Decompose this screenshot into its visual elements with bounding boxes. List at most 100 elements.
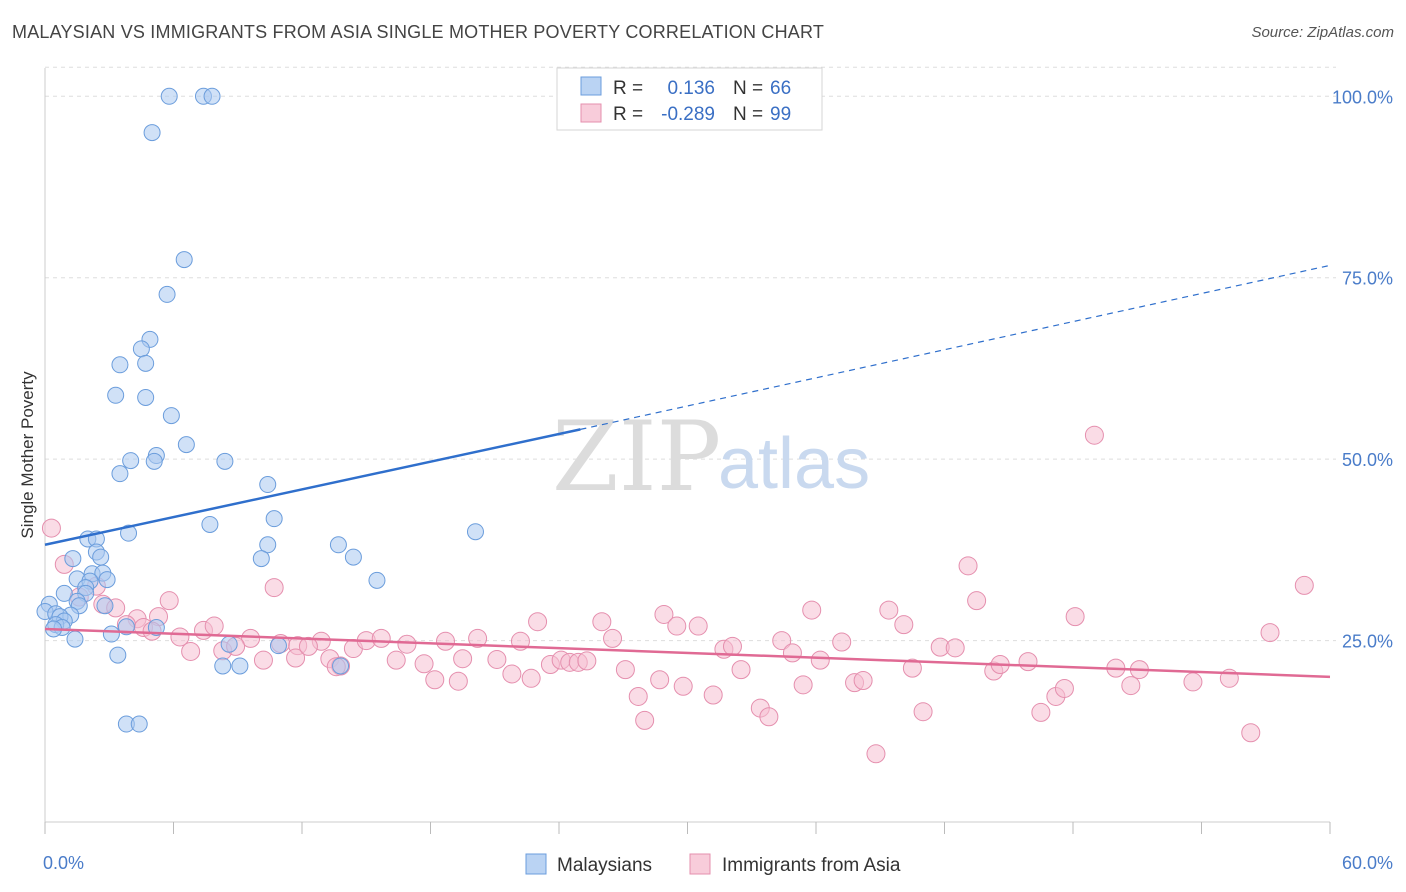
watermark-atlas: atlas xyxy=(718,424,870,504)
y-tick-label: 25.0% xyxy=(1342,632,1393,652)
data-point-immigrants xyxy=(386,650,406,670)
data-point-immigrants xyxy=(1121,676,1141,696)
legend-n-value-2: 99 xyxy=(770,104,791,125)
data-point-immigrants xyxy=(181,641,201,661)
data-point-immigrants xyxy=(603,628,623,648)
data-point-immigrants xyxy=(688,616,708,636)
legend-r-label-1: R = xyxy=(613,78,643,99)
series-legend-label-immigrants: Immigrants from Asia xyxy=(722,855,901,876)
data-point-malaysians xyxy=(111,465,129,483)
legend-n-label-1: N = xyxy=(733,78,763,99)
data-point-immigrants xyxy=(1260,623,1280,643)
trend-lines xyxy=(44,264,1331,679)
data-point-malaysians xyxy=(109,646,127,664)
data-point-malaysians xyxy=(332,657,350,675)
data-point-immigrants xyxy=(650,670,670,690)
data-point-immigrants xyxy=(298,636,318,656)
data-point-immigrants xyxy=(667,616,687,636)
data-point-malaysians xyxy=(92,548,110,566)
data-point-malaysians xyxy=(220,635,238,653)
series-immigrants-from-asia xyxy=(41,425,1314,764)
data-point-immigrants xyxy=(810,650,830,670)
data-point-immigrants xyxy=(722,636,742,656)
data-point-malaysians xyxy=(98,571,116,589)
data-point-immigrants xyxy=(958,556,978,576)
data-point-malaysians xyxy=(102,625,120,643)
data-point-immigrants xyxy=(793,675,813,695)
y-axis-label: Single Mother Poverty xyxy=(18,371,37,539)
data-point-immigrants xyxy=(241,628,261,648)
data-point-immigrants xyxy=(286,648,306,668)
trend-line-immigrants xyxy=(44,627,1331,679)
x-tick-label: 0.0% xyxy=(43,853,84,873)
data-point-immigrants xyxy=(1294,575,1314,595)
data-point-malaysians xyxy=(259,536,277,554)
data-point-immigrants xyxy=(253,650,273,670)
series-legend-label-malaysians: Malaysians xyxy=(557,855,652,876)
y-tick-label: 75.0% xyxy=(1342,269,1393,289)
data-point-immigrants xyxy=(487,649,507,669)
data-point-malaysians xyxy=(329,536,347,554)
x-tick-labels: 0.0% 60.0% xyxy=(43,853,1393,873)
data-point-malaysians xyxy=(122,452,140,470)
data-point-immigrants xyxy=(945,638,965,658)
data-point-immigrants xyxy=(468,628,488,648)
data-point-immigrants xyxy=(1054,678,1074,698)
legend-n-label-2: N = xyxy=(733,104,763,125)
data-point-malaysians xyxy=(137,388,155,406)
data-point-immigrants xyxy=(673,676,693,696)
data-point-malaysians xyxy=(160,87,178,105)
data-point-immigrants xyxy=(967,591,987,611)
data-point-malaysians xyxy=(201,515,219,533)
legend-swatch-immigrants xyxy=(580,103,602,123)
data-point-malaysians xyxy=(175,251,193,269)
data-point-immigrants xyxy=(528,612,548,632)
data-point-malaysians xyxy=(107,386,125,404)
data-point-immigrants xyxy=(577,651,597,671)
data-point-immigrants xyxy=(772,631,792,651)
data-point-malaysians xyxy=(162,407,180,425)
legend-r-label-2: R = xyxy=(613,104,643,125)
data-point-immigrants xyxy=(615,660,635,680)
data-point-immigrants xyxy=(204,616,224,636)
data-point-immigrants xyxy=(521,668,541,688)
data-point-immigrants xyxy=(1084,425,1104,445)
grid-lines xyxy=(45,66,1336,642)
data-point-malaysians xyxy=(368,571,386,589)
trend-line-malaysians-extension xyxy=(580,264,1331,430)
axes xyxy=(44,68,1331,834)
data-point-malaysians xyxy=(252,550,270,568)
legend-swatch-malaysians xyxy=(580,76,602,96)
data-point-immigrants xyxy=(635,710,655,730)
data-point-malaysians xyxy=(259,476,277,494)
data-point-malaysians xyxy=(466,523,484,541)
data-point-malaysians xyxy=(64,550,82,568)
legend-n-value-1: 66 xyxy=(770,78,791,99)
data-point-malaysians xyxy=(55,584,73,602)
data-point-immigrants xyxy=(453,649,473,669)
data-point-malaysians xyxy=(96,597,114,615)
watermark-zip: ZIP xyxy=(552,401,721,513)
data-point-immigrants xyxy=(832,632,852,652)
data-point-immigrants xyxy=(894,615,914,635)
series-malaysians xyxy=(36,87,484,733)
data-point-malaysians xyxy=(120,524,138,542)
series-legend-swatch-immigrants xyxy=(689,853,711,875)
x-tick-label: 60.0% xyxy=(1342,853,1393,873)
data-point-immigrants xyxy=(1183,672,1203,692)
data-point-immigrants xyxy=(902,658,922,678)
trend-line-malaysians xyxy=(44,428,581,546)
data-point-immigrants xyxy=(879,600,899,620)
data-point-immigrants xyxy=(448,671,468,691)
data-point-immigrants xyxy=(759,707,779,727)
data-point-malaysians xyxy=(214,657,232,675)
y-tick-label: 50.0% xyxy=(1342,450,1393,470)
chart-source: Source: ZipAtlas.com xyxy=(1251,24,1394,41)
legend-r-value-1: 0.136 xyxy=(667,78,715,99)
data-point-malaysians xyxy=(145,452,163,470)
data-point-malaysians xyxy=(111,356,129,374)
data-point-immigrants xyxy=(1031,702,1051,722)
data-point-malaysians xyxy=(66,630,84,648)
data-point-malaysians xyxy=(137,354,155,372)
